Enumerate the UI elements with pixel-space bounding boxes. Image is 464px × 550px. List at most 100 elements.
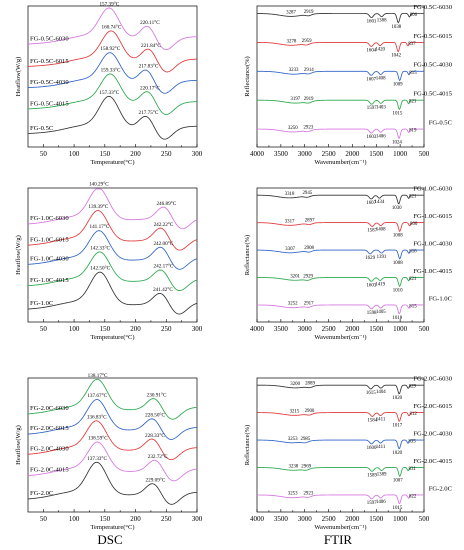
peak-annotation: 1601 [367,20,377,25]
y-axis-label: Reflectance(%) [244,425,251,465]
series-label: FG-2.0C-4030 [413,431,452,438]
series-line-FG-1.0C-6030 [27,188,198,230]
peak-annotation: 246.89°C [156,200,176,207]
peak-annotation: 2900 [305,409,315,414]
peak-annotation: 3278 [287,39,297,44]
series-label: FG-0.5C-6030 [413,4,452,11]
peak-annotation: 3317 [285,219,295,224]
x-tick-label: 4000 [250,150,265,158]
series-label: FG-0.5C-4030 [413,62,452,69]
peak-annotation: 142.50°C [90,265,110,272]
series-label: FG-1.0C-4015 [30,277,69,284]
x-tick-label: 300 [192,515,203,523]
peak-annotation: 1030 [392,206,402,211]
x-axis-label: Wavenumber(cm⁻¹) [314,524,366,531]
x-tick-label: 4000 [250,515,265,523]
series-line-FG-0.5C-6030 [27,7,198,51]
peak-annotation: 1009 [393,83,403,88]
plot-frame [27,377,198,513]
series-label: FG-0.5C [30,125,54,132]
x-tick-label: 1000 [393,150,408,158]
peak-annotation: 806 [410,13,418,18]
peak-annotation: 1042 [391,54,401,59]
peak-annotation: 220.11°C [140,19,160,26]
peak-annotation: 241.42°C [153,286,173,293]
x-tick-label: 500 [419,325,430,333]
peak-annotation: 812 [409,412,417,417]
peak-annotation: 2985 [301,437,311,442]
peak-annotation: 2945 [302,191,312,196]
peak-annotation: 815 [409,71,417,76]
series-line-FG-1.0C-4030 [257,249,424,260]
peak-annotation: 138.59°C [88,435,108,442]
x-tick-label: 500 [419,150,430,158]
peak-annotation: 1015 [393,506,403,511]
peak-annotation: 2969 [301,464,311,469]
x-tick-label: 2500 [322,325,337,333]
series-line-FG-2.0C-6030 [27,378,198,420]
peak-annotation: 835 [408,439,416,444]
peak-annotation: 1024 [392,140,402,145]
x-tick-label: 1500 [369,515,384,523]
peak-annotation: 1604 [366,48,376,53]
peak-annotation: 821 [409,100,417,105]
x-tick-label: 1000 [393,515,408,523]
peak-annotation: 229.09°C [146,476,166,483]
peak-annotation: 141.17°C [89,223,109,230]
peak-annotation: 1008 [393,261,403,266]
series-line-FG-1.0C [257,304,424,314]
x-tick-label: 250 [161,325,172,333]
x-tick-label: 4000 [250,325,265,333]
series-label: FG-0.5C-6030 [30,35,69,42]
peak-annotation: 819 [409,129,417,134]
series-label: FG-2.0C-6015 [30,425,69,432]
peak-annotation: 232.72°C [148,453,168,460]
series-label: FG-0.5C-4015 [30,100,69,107]
y-axis-label: Heatflow(W/g) [15,57,22,97]
peak-annotation: 1007 [393,478,403,483]
x-tick-label: 200 [130,325,141,333]
peak-annotation: 242.00°C [153,240,173,247]
peak-annotation: 160.74°C [102,23,122,30]
series-label: FG-1.0C-6015 [413,213,452,220]
peak-annotation: 1584 [367,418,377,423]
peak-annotation: 230.91°C [147,391,167,398]
peak-annotation: 1603 [366,135,376,140]
peak-annotation: 1598 [367,311,377,316]
peak-annotation: 2919 [304,10,314,15]
peak-annotation: 3201 [290,274,300,279]
series-line-FG-1.0C [27,271,198,315]
x-axis-label: Temperature(°C) [90,334,134,341]
x-axis-label: Temperature(°C) [90,524,134,531]
peak-annotation: 3197 [290,97,300,102]
plot-frame [27,187,198,323]
peak-annotation: 821 [409,194,417,199]
peak-annotation: 228.50°C [145,412,165,419]
peak-annotation: 3233 [289,68,299,73]
peak-annotation: 3253 [288,437,298,442]
peak-annotation: 138.17°C [88,372,108,379]
series-label: FG-2.0C-4030 [30,445,69,452]
series-line-FG-0.5C-4015 [27,73,198,115]
peak-annotation: 821 [409,277,417,282]
plot-frame [27,5,198,148]
series-line-FG-1.0C-6030 [256,194,424,205]
peak-annotation: 1607 [366,201,376,206]
peak-annotation: 1389 [377,473,387,478]
peak-annotation: 3200 [290,382,300,387]
peak-annotation: 2908 [304,246,314,251]
series-label: FG-2.0C [429,486,453,493]
peak-annotation: 1597 [367,106,377,111]
peak-annotation: 1010 [393,288,403,293]
x-tick-label: 3000 [298,150,313,158]
x-tick-label: 3000 [298,325,313,333]
x-tick-label: 3500 [274,515,289,523]
peak-annotation: 1406 [376,134,386,139]
peak-annotation: 137.33°C [87,455,107,462]
peak-annotation: 822 [409,494,417,499]
peak-annotation: 1405 [376,310,386,315]
series-label: FG-2.0C-4015 [30,467,69,474]
peak-annotation: 1587 [367,228,377,233]
x-axis-label: Temperature(°C) [90,159,134,166]
series-line-FG-0.5C-4030 [257,70,424,82]
